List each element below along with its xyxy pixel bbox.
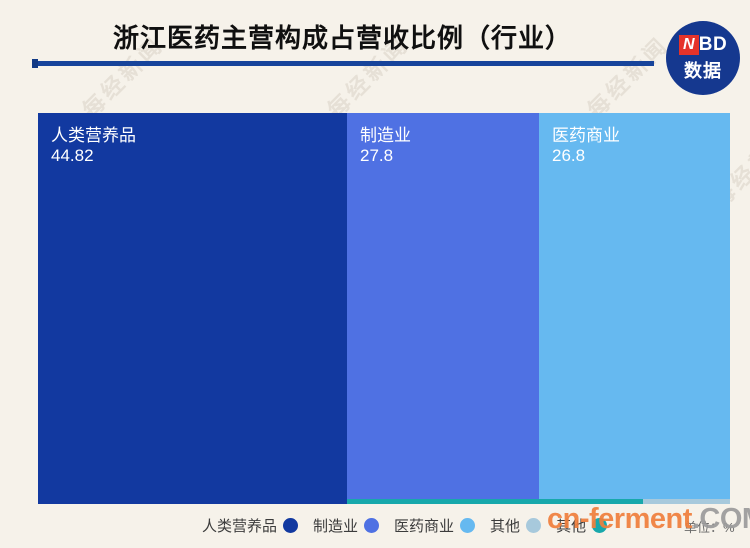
logo-row-nbd: N BD [678,33,728,56]
treemap-strip-other-teal [347,499,643,504]
title-underline [32,61,654,66]
legend-dot-icon [592,517,608,533]
title-underline-cap [32,59,38,68]
legend-label: 其他 [490,517,521,535]
legend-label: 其他 [556,517,587,535]
legend-label: 人类营养品 [202,517,278,535]
treemap-block-manufacturing: 制造业 27.8 [347,113,539,499]
legend-label: 制造业 [313,517,359,535]
legend-item-other-2: 其他 [556,515,608,536]
legend-item-manufacturing: 制造业 [313,515,380,536]
block-value: 26.8 [552,146,586,165]
legend-dot-icon [526,517,542,533]
treemap-block-human-nutrition: 人类营养品 44.82 [38,113,347,504]
legend-item-pharma-commerce: 医药商业 [394,515,476,536]
unit-label: 单位：% [684,520,735,535]
block-value: 44.82 [51,146,94,165]
legend-dot-icon [283,517,299,533]
legend-item-human-nutrition: 人类营养品 [202,515,299,536]
block-value: 27.8 [360,146,394,165]
treemap-block-label: 医药商业 26.8 [539,113,730,166]
treemap-block-label: 制造业 27.8 [347,113,539,166]
legend-dot-icon [460,517,476,533]
legend-dot-icon [364,517,380,533]
block-name: 制造业 [360,126,411,145]
block-name: 人类营养品 [51,126,136,145]
treemap-strip-other-pale [643,499,730,504]
legend-label: 医药商业 [394,517,455,535]
treemap-block-pharma-commerce: 医药商业 26.8 [539,113,730,499]
treemap-block-label: 人类营养品 44.82 [38,113,347,166]
logo-label-data: 数据 [684,60,722,81]
chart-title: 浙江医药主营构成占营收比例（行业） [112,23,572,53]
logo-letters-bd: BD [698,33,728,55]
logo-letter-n: N [678,34,699,55]
nbd-data-logo: N BD 数据 [666,21,740,95]
legend: 人类营养品 制造业 医药商业 其他 其他 [202,513,608,537]
block-name: 医药商业 [552,126,620,145]
legend-item-other-1: 其他 [490,515,542,536]
